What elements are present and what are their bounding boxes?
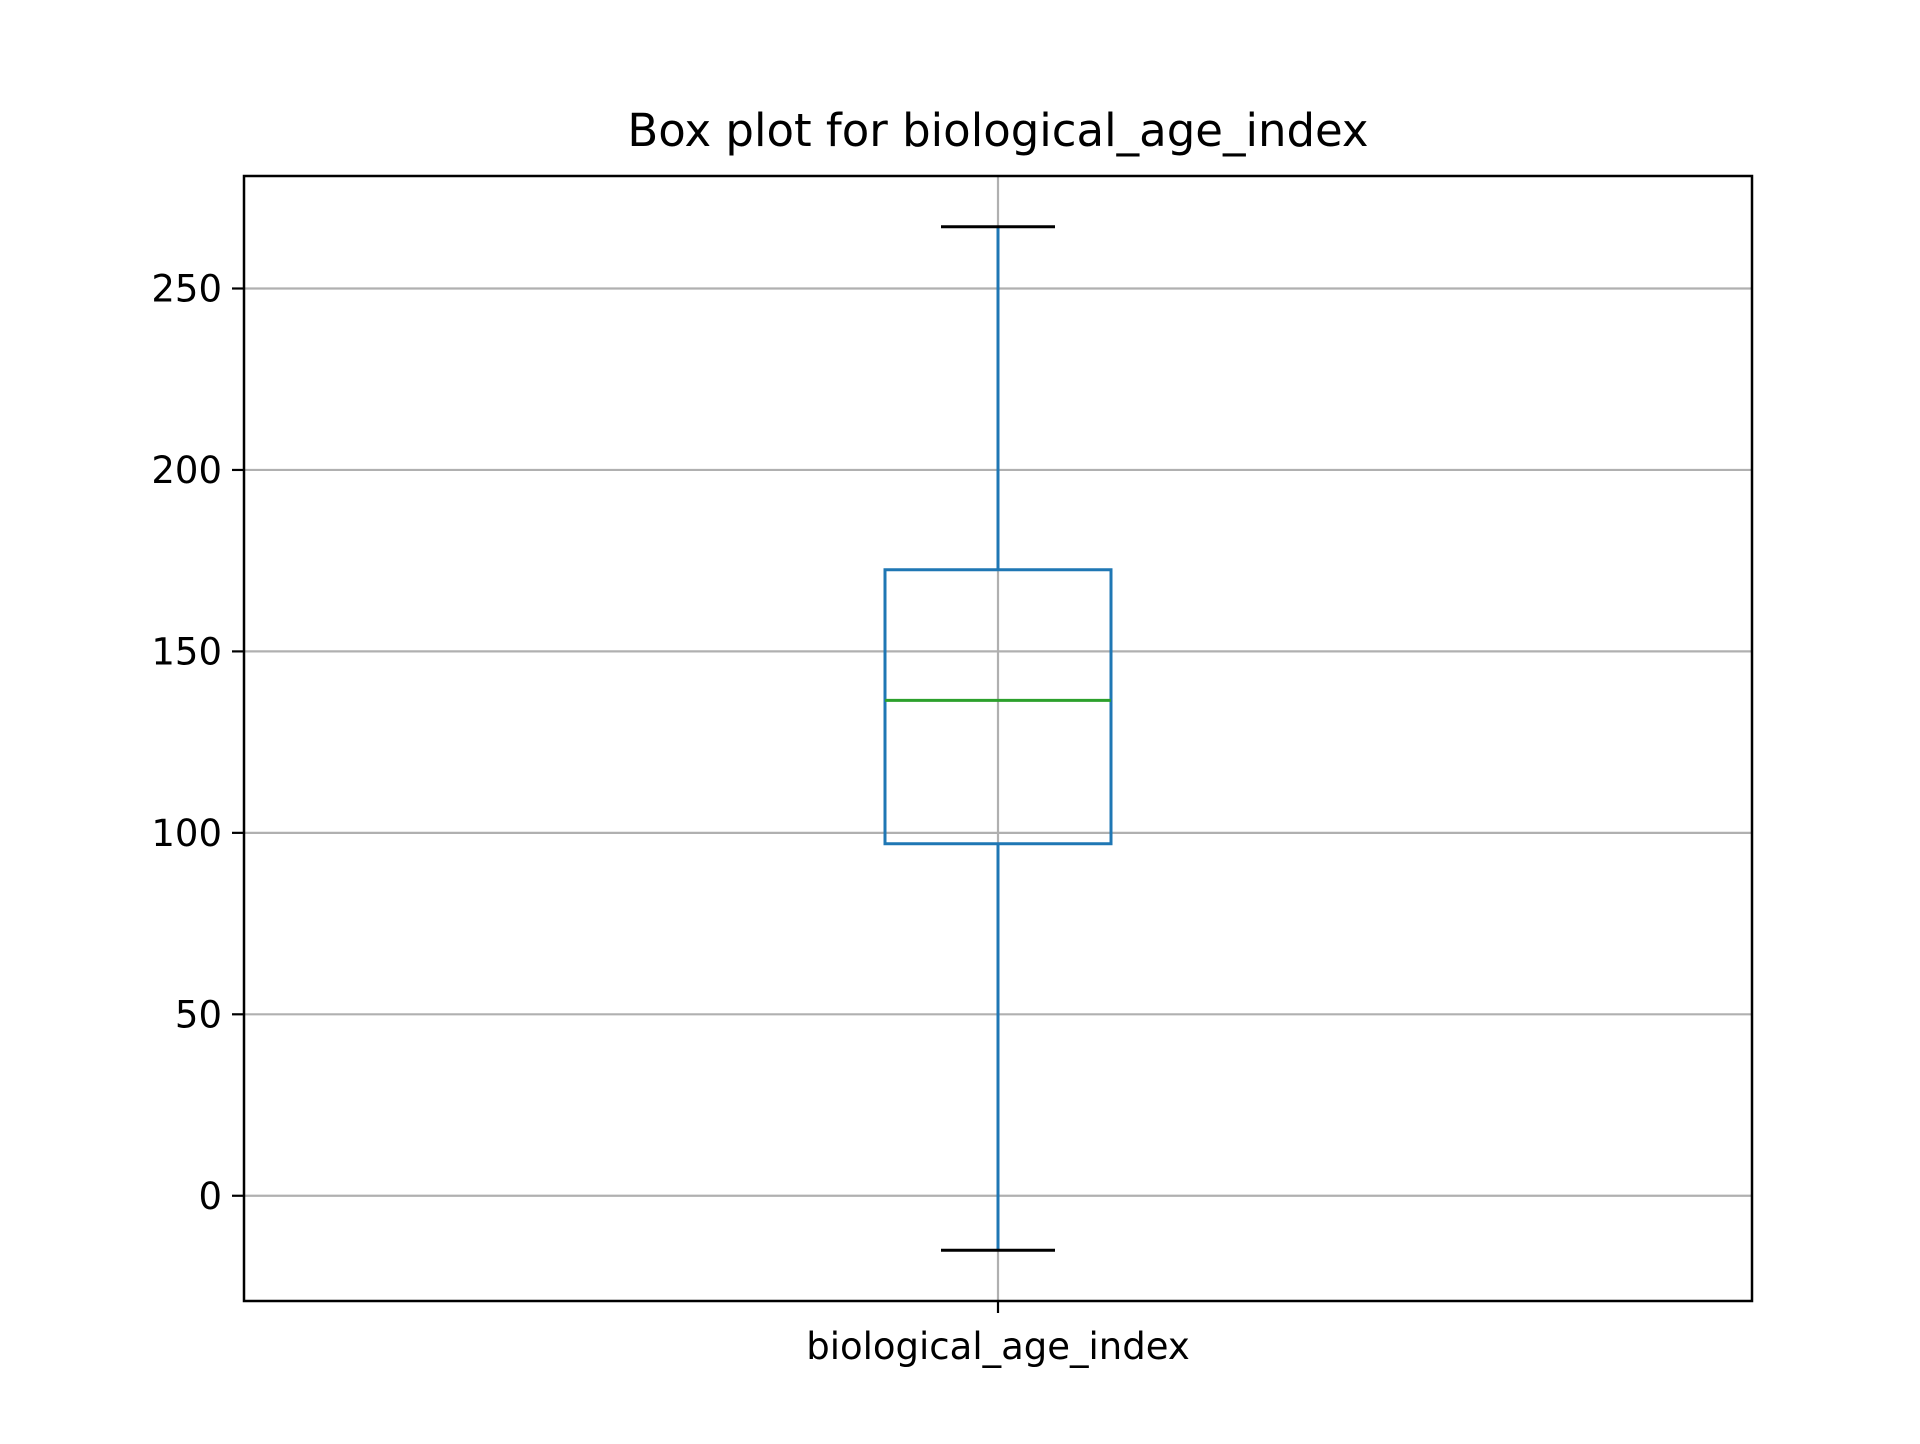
box-elements: [883, 225, 1113, 1252]
chart-title: Box plot for biological_age_index: [627, 104, 1368, 157]
tick-marks: 0 50 100 150 200 250 biological_age_index: [151, 268, 1189, 1369]
y-tick-label: 100: [151, 812, 222, 855]
x-tick-label: biological_age_index: [806, 1325, 1190, 1368]
y-tick-label: 200: [151, 449, 222, 492]
y-tick-label: 150: [151, 630, 222, 673]
y-tick-label: 50: [175, 993, 222, 1036]
y-tick-label: 0: [198, 1175, 222, 1218]
y-tick-label: 250: [151, 268, 222, 311]
iqr-box: [883, 568, 1113, 846]
